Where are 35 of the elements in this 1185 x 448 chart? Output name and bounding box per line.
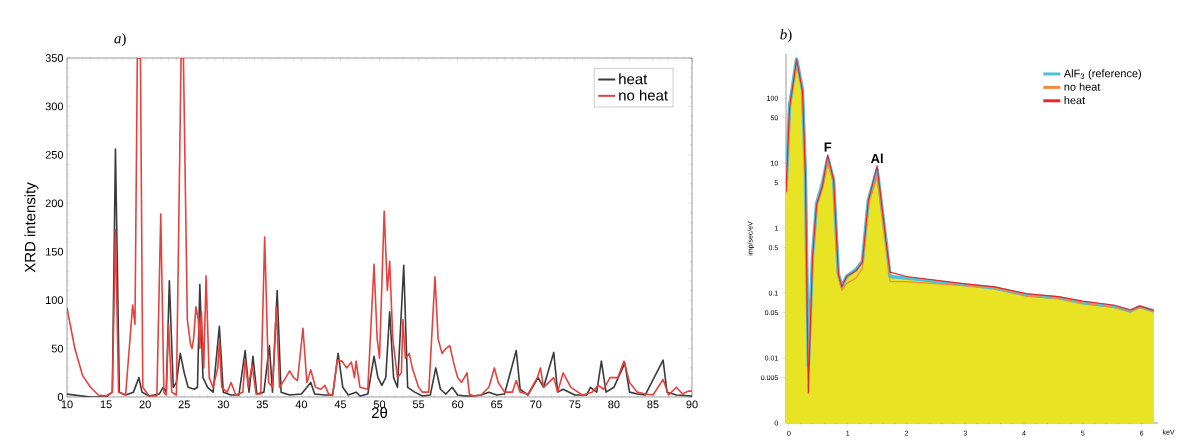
y-tick-label: 250 bbox=[45, 150, 64, 159]
x-tick-label: 85 bbox=[647, 400, 659, 409]
x-tick-label: 35 bbox=[256, 400, 268, 409]
y-tick-label: 200 bbox=[45, 199, 64, 208]
x-tick-label: 75 bbox=[569, 400, 581, 409]
chart-title: b) bbox=[780, 28, 792, 43]
x-tick-label: 30 bbox=[217, 400, 229, 409]
x-tick-label: 25 bbox=[178, 400, 190, 409]
legend-label: heat bbox=[619, 73, 648, 85]
legend-label: heat bbox=[1064, 96, 1086, 105]
x-tick-label: 20 bbox=[139, 400, 151, 409]
y-axis-title: XRD intensity bbox=[24, 182, 39, 273]
chart-title: a) bbox=[114, 32, 126, 47]
y-tick-label: 300 bbox=[45, 102, 64, 111]
legend-label: AlF$_{3}$ (reference) bbox=[1063, 69, 1141, 80]
x-tick-label: 55 bbox=[412, 400, 425, 409]
y-tick-label: 50 bbox=[51, 344, 64, 353]
legend-label: no heat bbox=[619, 89, 668, 101]
x-tick-label: 15 bbox=[100, 400, 112, 409]
y-tick-label: 100 bbox=[46, 296, 64, 305]
x-tick-label: 70 bbox=[530, 400, 542, 409]
x-axis-title: 2θ bbox=[371, 407, 388, 419]
annotation: Al bbox=[870, 153, 883, 163]
annotation: F bbox=[824, 142, 832, 152]
x-tick-label: 90 bbox=[686, 400, 698, 409]
x-tick-label: 65 bbox=[491, 400, 503, 409]
x-tick-label: 80 bbox=[608, 400, 620, 409]
x-tick-label: 45 bbox=[334, 400, 347, 409]
x-tick-label: 10 bbox=[61, 400, 73, 409]
legend-label: no heat bbox=[1064, 82, 1101, 91]
x-tick-label: 60 bbox=[452, 400, 464, 409]
x-tick-label: 40 bbox=[295, 400, 308, 409]
y-tick-label: 0 bbox=[57, 393, 64, 401]
y-tick-label: 350 bbox=[45, 54, 64, 62]
y-tick-label: 150 bbox=[46, 247, 64, 256]
